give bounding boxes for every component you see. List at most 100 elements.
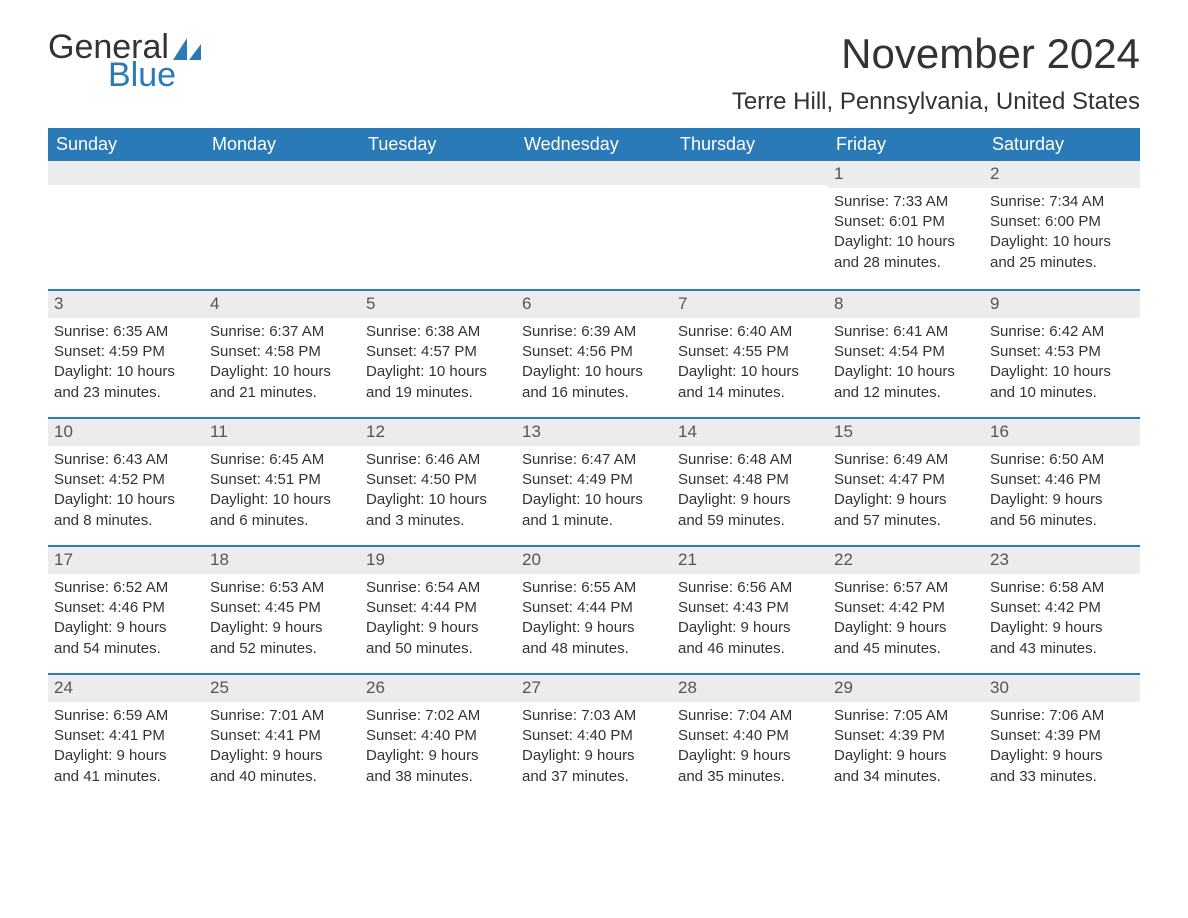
- day-cell: 13Sunrise: 6:47 AMSunset: 4:49 PMDayligh…: [516, 419, 672, 545]
- daylight-line-2: and 25 minutes.: [990, 253, 1134, 273]
- day-cell: 28Sunrise: 7:04 AMSunset: 4:40 PMDayligh…: [672, 675, 828, 801]
- day-body: Sunrise: 6:49 AMSunset: 4:47 PMDaylight:…: [828, 446, 984, 541]
- month-title: November 2024: [732, 30, 1140, 78]
- daylight-line-1: Daylight: 9 hours: [522, 746, 666, 766]
- day-number: 7: [672, 291, 828, 318]
- day-body: Sunrise: 6:48 AMSunset: 4:48 PMDaylight:…: [672, 446, 828, 541]
- sunrise-line: Sunrise: 6:45 AM: [210, 450, 354, 470]
- day-cell: [48, 161, 204, 289]
- day-number: 14: [672, 419, 828, 446]
- day-body: Sunrise: 6:55 AMSunset: 4:44 PMDaylight:…: [516, 574, 672, 669]
- daylight-line-1: Daylight: 10 hours: [522, 362, 666, 382]
- daylight-line-1: Daylight: 9 hours: [990, 746, 1134, 766]
- sunrise-line: Sunrise: 7:02 AM: [366, 706, 510, 726]
- day-cell: 14Sunrise: 6:48 AMSunset: 4:48 PMDayligh…: [672, 419, 828, 545]
- daylight-line-1: Daylight: 10 hours: [990, 232, 1134, 252]
- day-cell: 3Sunrise: 6:35 AMSunset: 4:59 PMDaylight…: [48, 291, 204, 417]
- sunrise-line: Sunrise: 6:46 AM: [366, 450, 510, 470]
- day-cell: 21Sunrise: 6:56 AMSunset: 4:43 PMDayligh…: [672, 547, 828, 673]
- day-cell: 11Sunrise: 6:45 AMSunset: 4:51 PMDayligh…: [204, 419, 360, 545]
- sunrise-line: Sunrise: 6:57 AM: [834, 578, 978, 598]
- daylight-line-1: Daylight: 10 hours: [366, 490, 510, 510]
- sunset-line: Sunset: 4:56 PM: [522, 342, 666, 362]
- sunrise-line: Sunrise: 6:56 AM: [678, 578, 822, 598]
- empty-day-bar: [360, 161, 516, 185]
- daylight-line-2: and 33 minutes.: [990, 767, 1134, 787]
- daylight-line-2: and 21 minutes.: [210, 383, 354, 403]
- logo: General Blue: [48, 30, 201, 92]
- week-row: 1Sunrise: 7:33 AMSunset: 6:01 PMDaylight…: [48, 161, 1140, 289]
- daylight-line-1: Daylight: 9 hours: [522, 618, 666, 638]
- day-cell: 27Sunrise: 7:03 AMSunset: 4:40 PMDayligh…: [516, 675, 672, 801]
- daylight-line-1: Daylight: 10 hours: [54, 362, 198, 382]
- daylight-line-2: and 57 minutes.: [834, 511, 978, 531]
- daylight-line-2: and 38 minutes.: [366, 767, 510, 787]
- day-body: Sunrise: 6:50 AMSunset: 4:46 PMDaylight:…: [984, 446, 1140, 541]
- week-row: 24Sunrise: 6:59 AMSunset: 4:41 PMDayligh…: [48, 673, 1140, 801]
- day-number: 25: [204, 675, 360, 702]
- daylight-line-1: Daylight: 9 hours: [678, 746, 822, 766]
- daylight-line-2: and 1 minute.: [522, 511, 666, 531]
- day-body: Sunrise: 6:45 AMSunset: 4:51 PMDaylight:…: [204, 446, 360, 541]
- day-body: Sunrise: 6:40 AMSunset: 4:55 PMDaylight:…: [672, 318, 828, 413]
- day-cell: 24Sunrise: 6:59 AMSunset: 4:41 PMDayligh…: [48, 675, 204, 801]
- sunrise-line: Sunrise: 6:43 AM: [54, 450, 198, 470]
- sunrise-line: Sunrise: 6:59 AM: [54, 706, 198, 726]
- day-cell: 16Sunrise: 6:50 AMSunset: 4:46 PMDayligh…: [984, 419, 1140, 545]
- day-header: Monday: [204, 128, 360, 161]
- day-number: 24: [48, 675, 204, 702]
- day-body: Sunrise: 6:35 AMSunset: 4:59 PMDaylight:…: [48, 318, 204, 413]
- daylight-line-2: and 12 minutes.: [834, 383, 978, 403]
- day-body: Sunrise: 6:56 AMSunset: 4:43 PMDaylight:…: [672, 574, 828, 669]
- daylight-line-1: Daylight: 9 hours: [366, 746, 510, 766]
- sunrise-line: Sunrise: 7:04 AM: [678, 706, 822, 726]
- day-cell: 26Sunrise: 7:02 AMSunset: 4:40 PMDayligh…: [360, 675, 516, 801]
- sunrise-line: Sunrise: 6:40 AM: [678, 322, 822, 342]
- daylight-line-1: Daylight: 10 hours: [366, 362, 510, 382]
- day-body: Sunrise: 6:41 AMSunset: 4:54 PMDaylight:…: [828, 318, 984, 413]
- day-number: 12: [360, 419, 516, 446]
- daylight-line-1: Daylight: 10 hours: [678, 362, 822, 382]
- day-number: 11: [204, 419, 360, 446]
- sunrise-line: Sunrise: 6:58 AM: [990, 578, 1134, 598]
- sunset-line: Sunset: 4:43 PM: [678, 598, 822, 618]
- sunrise-line: Sunrise: 6:39 AM: [522, 322, 666, 342]
- location: Terre Hill, Pennsylvania, United States: [732, 88, 1140, 116]
- day-cell: 8Sunrise: 6:41 AMSunset: 4:54 PMDaylight…: [828, 291, 984, 417]
- day-number: 27: [516, 675, 672, 702]
- daylight-line-2: and 35 minutes.: [678, 767, 822, 787]
- sunset-line: Sunset: 4:55 PM: [678, 342, 822, 362]
- sunset-line: Sunset: 4:45 PM: [210, 598, 354, 618]
- day-cell: 29Sunrise: 7:05 AMSunset: 4:39 PMDayligh…: [828, 675, 984, 801]
- sunrise-line: Sunrise: 6:49 AM: [834, 450, 978, 470]
- sunset-line: Sunset: 4:52 PM: [54, 470, 198, 490]
- day-number: 6: [516, 291, 672, 318]
- daylight-line-2: and 3 minutes.: [366, 511, 510, 531]
- sunset-line: Sunset: 4:41 PM: [54, 726, 198, 746]
- day-number: 9: [984, 291, 1140, 318]
- empty-day-bar: [204, 161, 360, 185]
- sunset-line: Sunset: 4:51 PM: [210, 470, 354, 490]
- sunset-line: Sunset: 4:39 PM: [990, 726, 1134, 746]
- day-cell: 15Sunrise: 6:49 AMSunset: 4:47 PMDayligh…: [828, 419, 984, 545]
- daylight-line-2: and 52 minutes.: [210, 639, 354, 659]
- daylight-line-1: Daylight: 10 hours: [990, 362, 1134, 382]
- sunset-line: Sunset: 4:42 PM: [990, 598, 1134, 618]
- day-number: 13: [516, 419, 672, 446]
- day-cell: 12Sunrise: 6:46 AMSunset: 4:50 PMDayligh…: [360, 419, 516, 545]
- daylight-line-1: Daylight: 9 hours: [366, 618, 510, 638]
- day-body: Sunrise: 6:59 AMSunset: 4:41 PMDaylight:…: [48, 702, 204, 797]
- day-header: Wednesday: [516, 128, 672, 161]
- day-number: 1: [828, 161, 984, 188]
- daylight-line-2: and 41 minutes.: [54, 767, 198, 787]
- sunset-line: Sunset: 4:39 PM: [834, 726, 978, 746]
- day-cell: 30Sunrise: 7:06 AMSunset: 4:39 PMDayligh…: [984, 675, 1140, 801]
- sunset-line: Sunset: 4:42 PM: [834, 598, 978, 618]
- day-cell: 10Sunrise: 6:43 AMSunset: 4:52 PMDayligh…: [48, 419, 204, 545]
- day-cell: 5Sunrise: 6:38 AMSunset: 4:57 PMDaylight…: [360, 291, 516, 417]
- sunrise-line: Sunrise: 7:33 AM: [834, 192, 978, 212]
- logo-sail-icon: [173, 38, 201, 60]
- day-number: 15: [828, 419, 984, 446]
- day-body: Sunrise: 6:39 AMSunset: 4:56 PMDaylight:…: [516, 318, 672, 413]
- sunrise-line: Sunrise: 6:50 AM: [990, 450, 1134, 470]
